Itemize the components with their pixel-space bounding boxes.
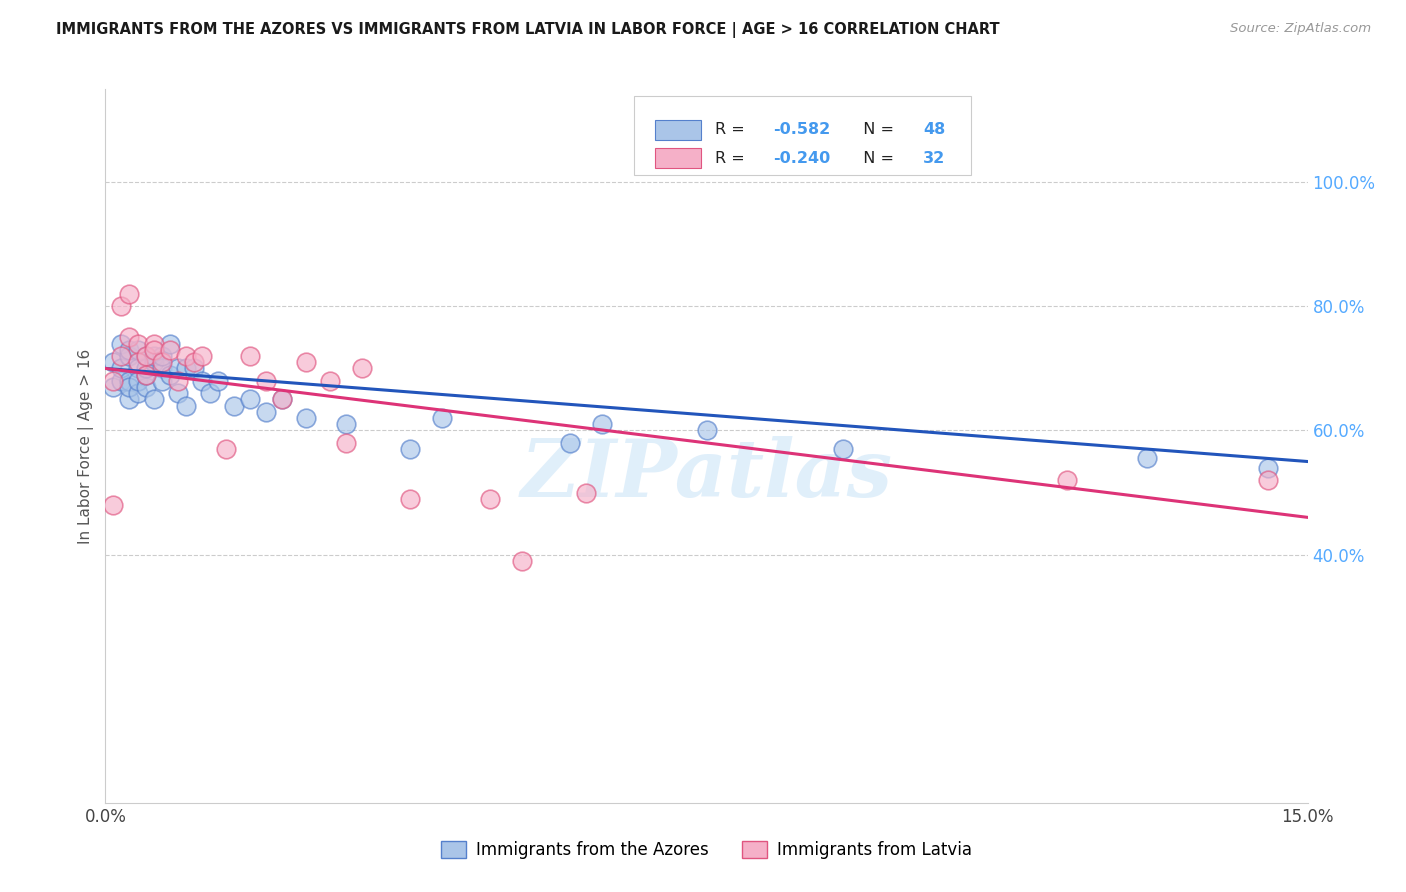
Point bbox=[159, 343, 181, 357]
Point bbox=[150, 349, 173, 363]
Point bbox=[295, 411, 318, 425]
Point bbox=[142, 349, 165, 363]
Point bbox=[135, 380, 157, 394]
Text: R =: R = bbox=[714, 151, 749, 166]
Text: Source: ZipAtlas.com: Source: ZipAtlas.com bbox=[1230, 22, 1371, 36]
Point bbox=[270, 392, 292, 407]
Point bbox=[350, 361, 373, 376]
Point bbox=[335, 417, 357, 432]
Legend: Immigrants from the Azores, Immigrants from Latvia: Immigrants from the Azores, Immigrants f… bbox=[434, 834, 979, 866]
Point bbox=[591, 417, 613, 432]
Point bbox=[1257, 460, 1279, 475]
Point bbox=[142, 355, 165, 369]
Point bbox=[103, 355, 125, 369]
Point bbox=[118, 287, 141, 301]
Point bbox=[110, 299, 132, 313]
Point bbox=[198, 386, 221, 401]
Point bbox=[560, 436, 582, 450]
Point bbox=[575, 485, 598, 500]
Point bbox=[127, 361, 149, 376]
Point bbox=[183, 361, 205, 376]
Text: -0.582: -0.582 bbox=[773, 122, 830, 137]
FancyBboxPatch shape bbox=[634, 96, 972, 175]
Point bbox=[103, 374, 125, 388]
Point bbox=[103, 498, 125, 512]
Point bbox=[142, 343, 165, 357]
Point bbox=[1257, 473, 1279, 487]
Point bbox=[510, 554, 533, 568]
Point bbox=[254, 374, 277, 388]
Point bbox=[127, 343, 149, 357]
Text: 32: 32 bbox=[922, 151, 945, 166]
Point bbox=[127, 336, 149, 351]
Point bbox=[118, 380, 141, 394]
Point bbox=[190, 374, 212, 388]
Point bbox=[118, 374, 141, 388]
Point bbox=[174, 399, 197, 413]
Point bbox=[166, 374, 188, 388]
Point bbox=[127, 386, 149, 401]
Point bbox=[166, 386, 188, 401]
Point bbox=[174, 361, 197, 376]
Text: 48: 48 bbox=[922, 122, 945, 137]
Text: ZIPatlas: ZIPatlas bbox=[520, 436, 893, 513]
Point bbox=[135, 368, 157, 382]
Point bbox=[159, 336, 181, 351]
Point bbox=[118, 349, 141, 363]
Point bbox=[135, 349, 157, 363]
Point bbox=[110, 336, 132, 351]
Point bbox=[1136, 451, 1159, 466]
Point bbox=[335, 436, 357, 450]
Point bbox=[142, 336, 165, 351]
FancyBboxPatch shape bbox=[655, 120, 700, 140]
Text: R =: R = bbox=[714, 122, 749, 137]
Point bbox=[207, 374, 229, 388]
Point bbox=[183, 355, 205, 369]
Point bbox=[399, 491, 422, 506]
Text: IMMIGRANTS FROM THE AZORES VS IMMIGRANTS FROM LATVIA IN LABOR FORCE | AGE > 16 C: IMMIGRANTS FROM THE AZORES VS IMMIGRANTS… bbox=[56, 22, 1000, 38]
Point bbox=[103, 380, 125, 394]
Point bbox=[696, 424, 718, 438]
Point bbox=[142, 392, 165, 407]
Point bbox=[127, 355, 149, 369]
FancyBboxPatch shape bbox=[655, 148, 700, 169]
Point bbox=[222, 399, 245, 413]
Text: -0.240: -0.240 bbox=[773, 151, 830, 166]
Point bbox=[135, 349, 157, 363]
Point bbox=[127, 374, 149, 388]
Point bbox=[254, 405, 277, 419]
Point bbox=[166, 361, 188, 376]
Point bbox=[135, 368, 157, 382]
Point bbox=[479, 491, 502, 506]
Point bbox=[150, 361, 173, 376]
Point bbox=[110, 374, 132, 388]
Point bbox=[214, 442, 236, 456]
Point bbox=[174, 349, 197, 363]
Point bbox=[118, 330, 141, 344]
Point bbox=[430, 411, 453, 425]
Point bbox=[118, 343, 141, 357]
Point bbox=[239, 392, 262, 407]
Point bbox=[319, 374, 342, 388]
Point bbox=[110, 361, 132, 376]
Point bbox=[239, 349, 262, 363]
Point bbox=[110, 349, 132, 363]
Point bbox=[399, 442, 422, 456]
Text: N =: N = bbox=[853, 151, 900, 166]
Point bbox=[135, 361, 157, 376]
Point bbox=[118, 392, 141, 407]
Point bbox=[1056, 473, 1078, 487]
Point bbox=[150, 355, 173, 369]
Point bbox=[190, 349, 212, 363]
Point bbox=[831, 442, 853, 456]
Point bbox=[295, 355, 318, 369]
Point bbox=[150, 374, 173, 388]
Point bbox=[270, 392, 292, 407]
Y-axis label: In Labor Force | Age > 16: In Labor Force | Age > 16 bbox=[77, 349, 94, 543]
Point bbox=[159, 368, 181, 382]
Text: N =: N = bbox=[853, 122, 900, 137]
